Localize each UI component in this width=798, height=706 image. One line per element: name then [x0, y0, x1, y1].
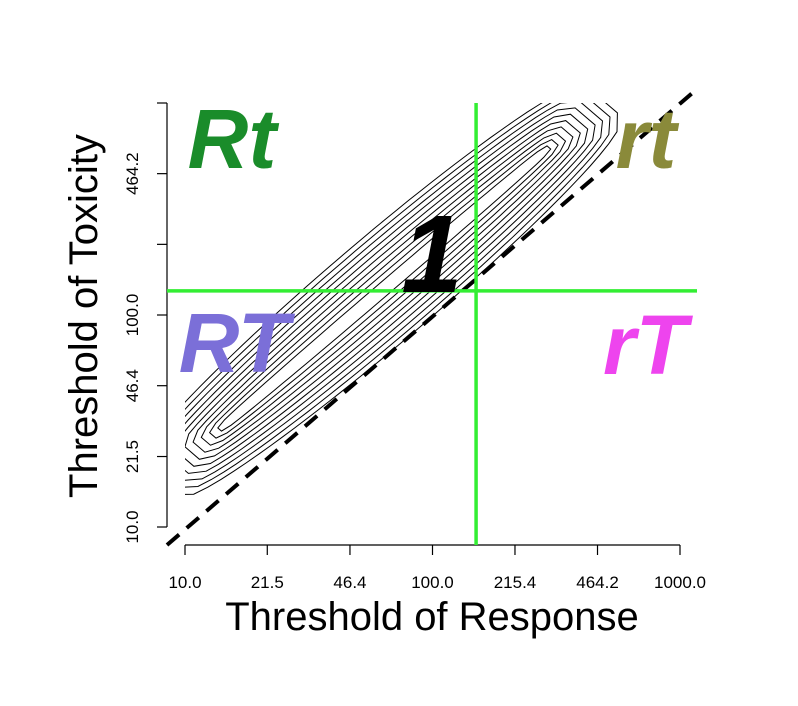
- contour-level: [185, 103, 618, 495]
- y-tick-label: 21.5: [123, 440, 142, 473]
- contour-level: [185, 103, 611, 488]
- contour-level: [185, 107, 596, 474]
- y-tick-label: 46.4: [123, 369, 142, 402]
- x-tick-label: 215.4: [494, 573, 537, 592]
- contour-level: [217, 145, 552, 432]
- contour-level: [185, 103, 604, 481]
- y-tick-label: 464.2: [123, 152, 142, 195]
- x-tick-label: 46.4: [333, 573, 366, 592]
- y-axis-label: Threshold of Toxicity: [62, 134, 106, 498]
- x-tick-label: 100.0: [411, 573, 454, 592]
- quadrant-label-rT: rT: [603, 298, 694, 392]
- quadrant-label-RT: RT: [179, 296, 296, 390]
- axes: 10.0 21.5 46.4 100.0 215.4 464.2 1000.0 10.0 21.…: [123, 102, 706, 592]
- contour-level: [192, 126, 574, 453]
- reference-lines: [165, 87, 699, 547]
- x-tick-label: 1000.0: [654, 573, 706, 592]
- contour-lines: [185, 103, 618, 495]
- contour-level: [185, 120, 581, 460]
- y-tick-label: 100.0: [123, 294, 142, 337]
- contour-level: [185, 113, 589, 467]
- quadrant-label-Rt: Rt: [188, 92, 280, 186]
- diagonal-reference-line: [165, 87, 699, 547]
- peak-label: 1: [401, 193, 462, 316]
- x-tick-label: 464.2: [576, 573, 619, 592]
- x-tick-label: 10.0: [168, 573, 201, 592]
- contour-level: [200, 132, 567, 446]
- x-axis-label: Threshold of Response: [225, 595, 639, 639]
- contour-level: [208, 139, 559, 439]
- y-tick-label: 10.0: [123, 510, 142, 543]
- x-tick-label: 21.5: [251, 573, 284, 592]
- quadrant-label-rt: rt: [616, 92, 680, 186]
